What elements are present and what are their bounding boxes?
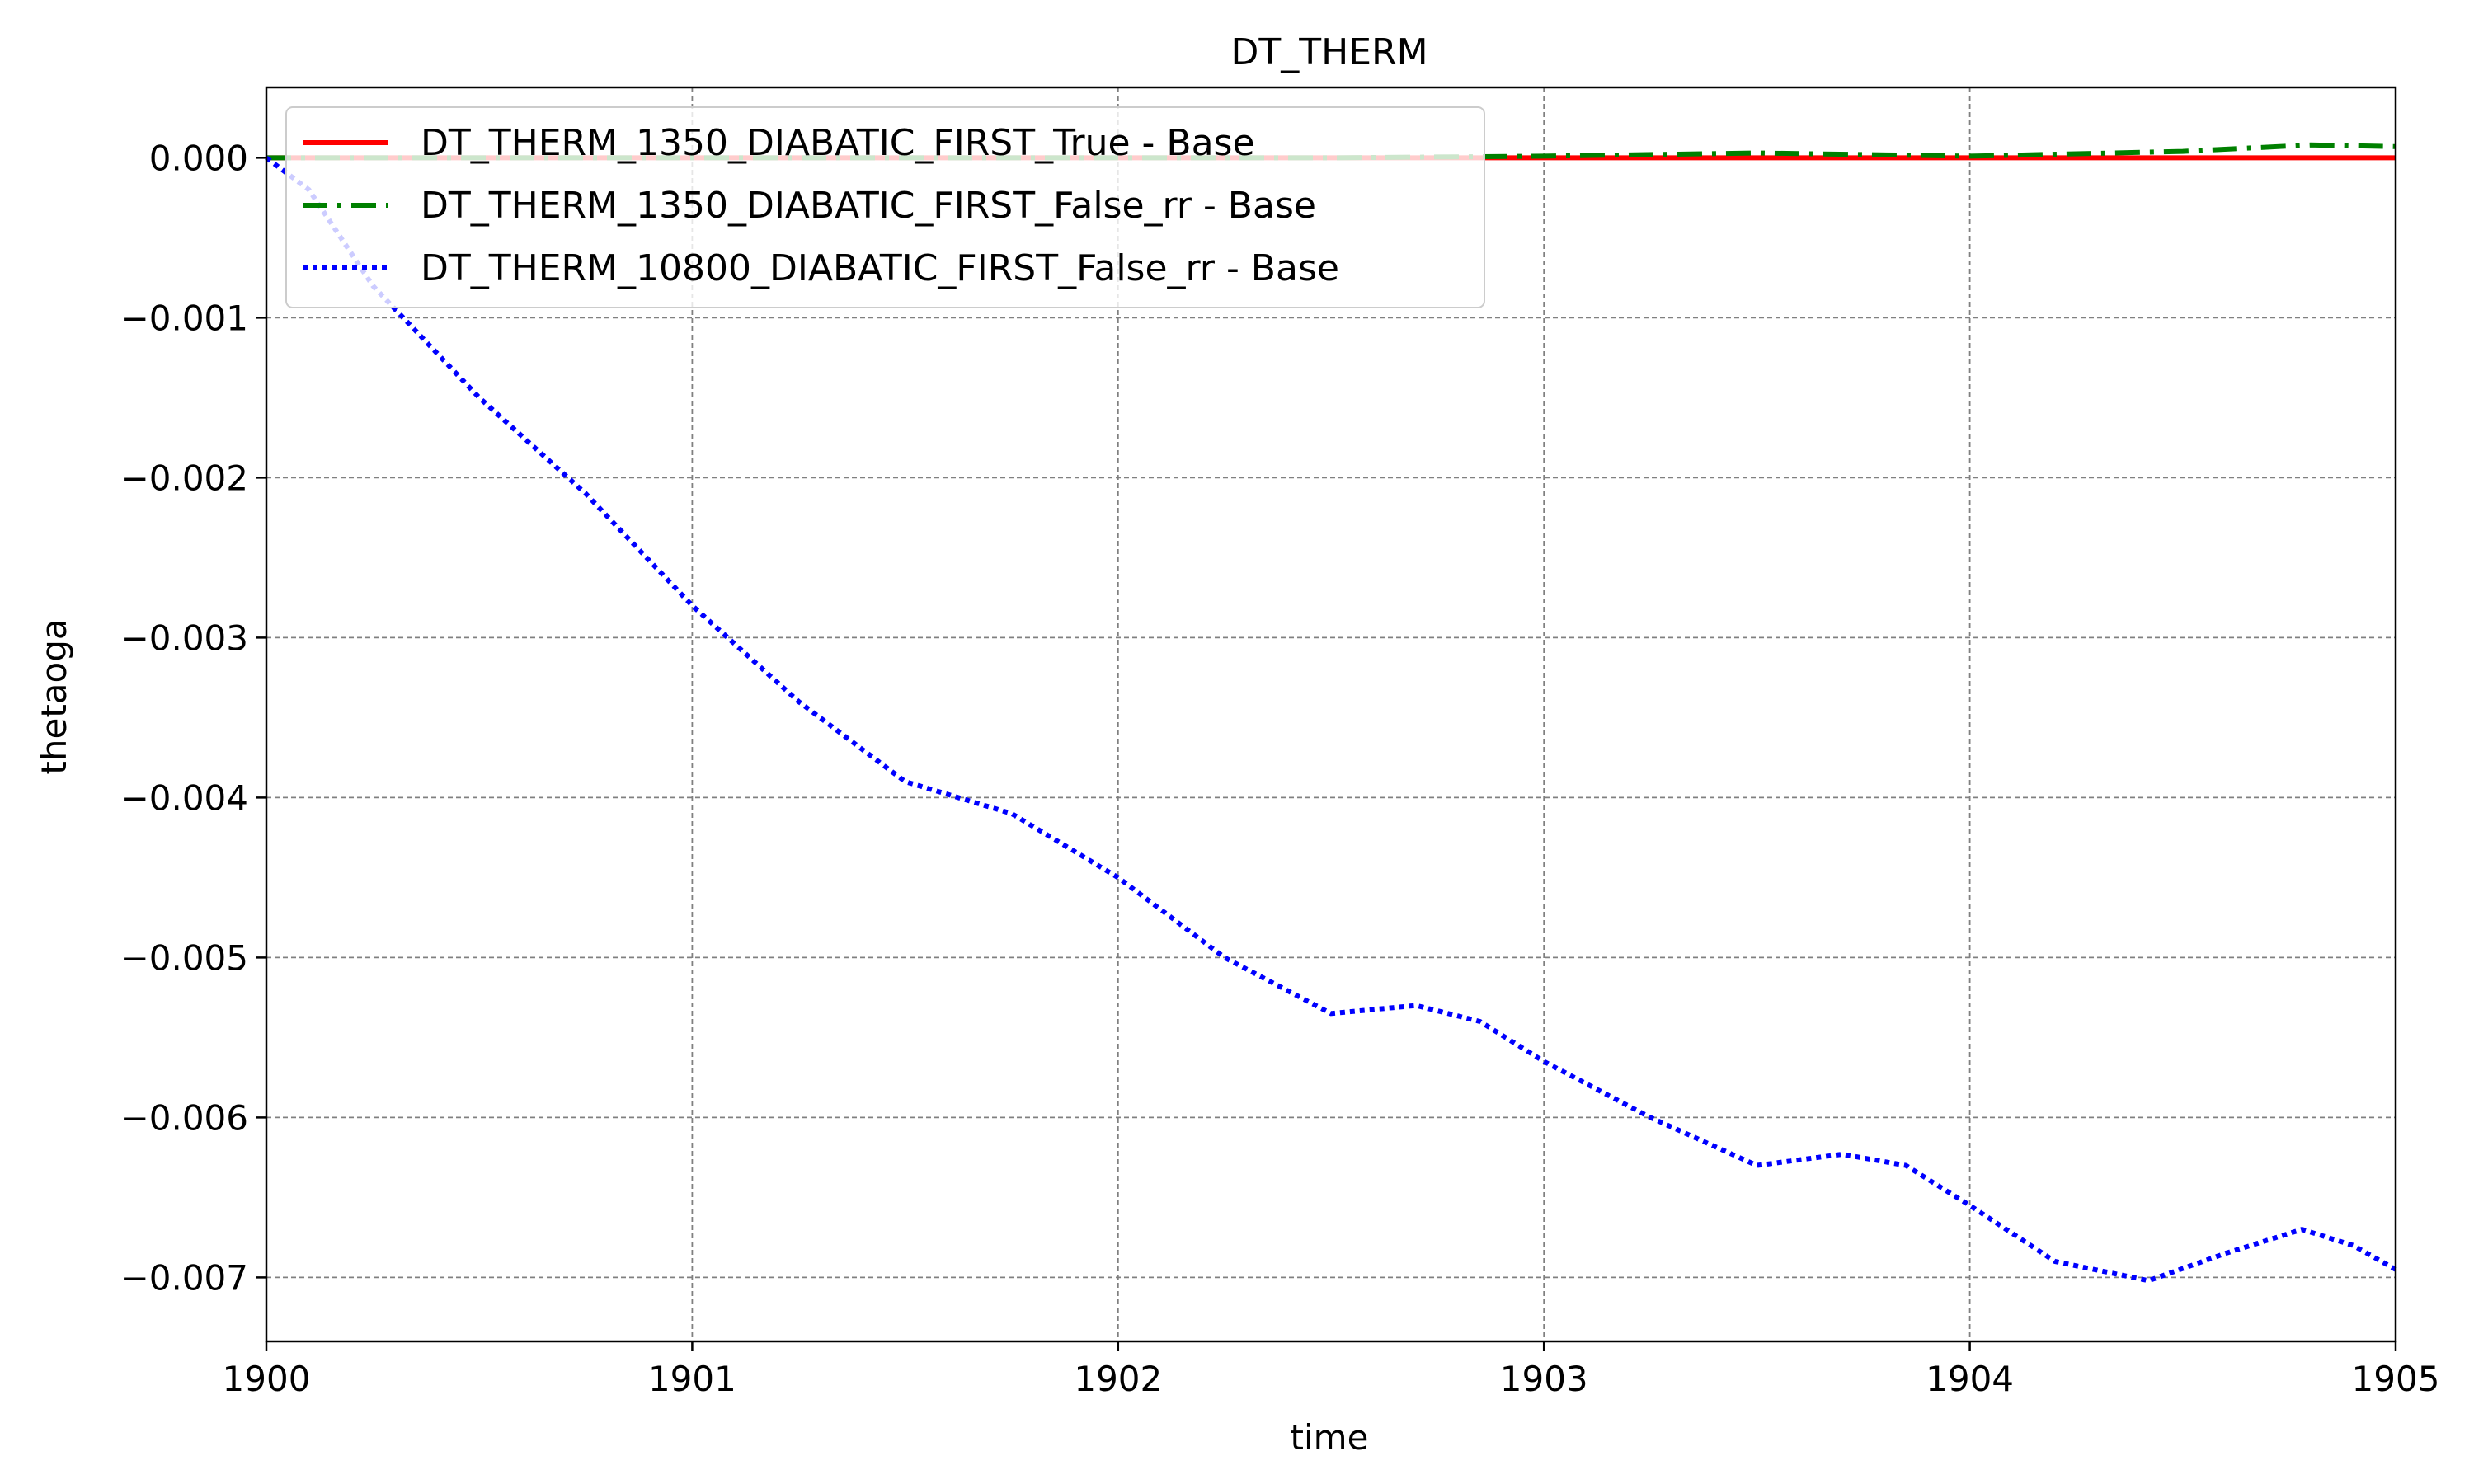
y-axis-label: thetaoga	[34, 618, 74, 774]
legend-label: DT_THERM_1350_DIABATIC_FIRST_True - Base	[421, 122, 1255, 164]
y-tick-label: 0.000	[149, 138, 248, 178]
legend: DT_THERM_1350_DIABATIC_FIRST_True - Base…	[285, 106, 1485, 308]
chart-title: DT_THERM	[1230, 31, 1427, 73]
x-axis-label: time	[1291, 1417, 1369, 1458]
x-tick-label: 1901	[648, 1359, 736, 1399]
y-tick-label: −0.004	[120, 777, 248, 818]
x-tick-label: 1902	[1074, 1359, 1162, 1399]
x-tick-label: 1905	[2352, 1359, 2440, 1399]
x-tick-label: 1900	[223, 1359, 311, 1399]
x-tick-label: 1903	[1500, 1359, 1588, 1399]
x-tick-label: 1904	[1926, 1359, 2014, 1399]
y-tick-label: −0.005	[120, 937, 248, 978]
plot-frame	[265, 86, 2397, 1343]
y-tick-label: −0.002	[120, 458, 248, 498]
axis-ticks: 1900 1901 1902 1903 1904 1905 0.000 −0.001 −0.00…	[120, 138, 2440, 1399]
legend-label: DT_THERM_1350_DIABATIC_FIRST_False_rr - …	[421, 185, 1316, 227]
legend-label: DT_THERM_10800_DIABATIC_FIRST_False_rr -…	[421, 247, 1339, 289]
y-tick-label: −0.006	[120, 1097, 248, 1138]
y-tick-label: −0.001	[120, 298, 248, 338]
legend-box	[285, 106, 1485, 308]
y-tick-label: −0.007	[120, 1257, 248, 1298]
y-tick-label: −0.003	[120, 618, 248, 658]
series-line-3	[265, 156, 2397, 1284]
